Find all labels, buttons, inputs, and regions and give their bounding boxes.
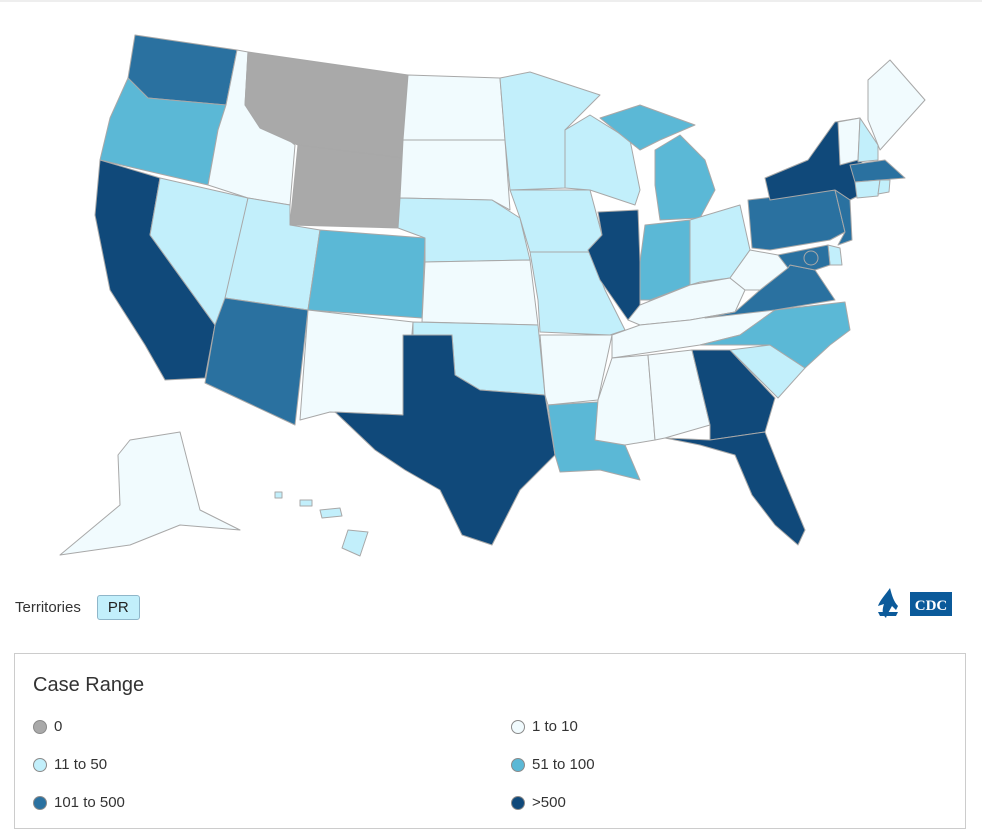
legend-title: Case Range <box>33 674 145 696</box>
territories: Territories PR <box>15 595 140 620</box>
legend-label-0: 0 <box>54 718 63 735</box>
state-sd[interactable] <box>399 139 511 211</box>
legend-label-5: >500 <box>532 794 566 811</box>
legend-item-4: 101 to 500 <box>33 794 125 811</box>
legend-item-0: 0 <box>33 718 62 735</box>
state-ct[interactable] <box>854 179 881 199</box>
state-ri[interactable] <box>877 179 891 195</box>
state-fl[interactable] <box>664 431 806 546</box>
legend-label-4: 101 to 500 <box>54 794 125 811</box>
state-wy[interactable] <box>289 144 404 229</box>
state-nm[interactable] <box>299 309 414 421</box>
state-hi[interactable] <box>274 491 369 557</box>
state-nd[interactable] <box>402 74 506 141</box>
legend-item-3: 51 to 100 <box>511 756 595 773</box>
state-dc[interactable] <box>803 250 819 266</box>
legend-item-2: 11 to 50 <box>33 756 107 773</box>
state-ks[interactable] <box>421 259 539 326</box>
state-nh[interactable] <box>857 117 879 163</box>
legend-swatch-2 <box>33 757 47 772</box>
state-ma[interactable] <box>849 159 906 183</box>
state-tx[interactable] <box>334 334 556 546</box>
legend: Case Range 0 1 to 10 11 to 50 51 to 100 … <box>14 653 966 829</box>
state-ak[interactable] <box>59 431 241 556</box>
state-pa[interactable] <box>747 189 846 251</box>
hhs-eagle-icon <box>878 588 898 618</box>
state-mi[interactable] <box>599 104 716 221</box>
state-wi[interactable] <box>564 114 641 206</box>
legend-swatch-3 <box>511 757 525 772</box>
legend-swatch-4 <box>33 795 47 810</box>
state-me[interactable] <box>867 59 926 151</box>
state-nc[interactable] <box>699 301 851 369</box>
territories-label: Territories <box>15 599 81 616</box>
state-vt[interactable] <box>837 117 861 166</box>
territory-pr-chip[interactable]: PR <box>96 595 140 620</box>
legend-label-1: 1 to 10 <box>532 718 578 735</box>
state-ar[interactable] <box>539 334 613 406</box>
legend-swatch-5 <box>511 795 525 810</box>
state-co[interactable] <box>307 229 426 319</box>
legend-label-2: 11 to 50 <box>54 756 108 773</box>
legend-label-3: 51 to 100 <box>532 756 595 773</box>
us-map <box>59 34 926 557</box>
cdc-logo-text: CDC <box>915 598 948 614</box>
state-nj[interactable] <box>834 189 853 246</box>
cdc-box <box>910 592 952 616</box>
cdc-logo: CDC <box>878 588 952 618</box>
state-al[interactable] <box>647 349 711 441</box>
legend-swatch-1 <box>511 719 525 734</box>
state-az[interactable] <box>204 297 309 426</box>
legend-item-1: 1 to 10 <box>511 718 578 735</box>
top-divider <box>0 0 982 2</box>
legend-item-5: >500 <box>511 794 566 811</box>
legend-swatch-0 <box>33 719 47 734</box>
